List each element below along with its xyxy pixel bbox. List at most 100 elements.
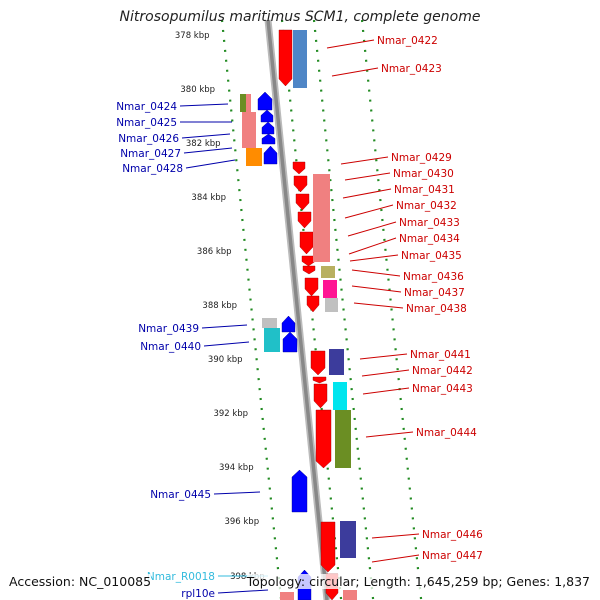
forward-gene-arrow <box>313 383 328 409</box>
forward-gene-arrow <box>306 295 320 313</box>
reverse-gene-arrow <box>263 145 278 165</box>
forward-label-leader <box>351 269 401 277</box>
reverse-gene-label: Nmar_0425 <box>116 117 177 129</box>
forward-label-leader <box>344 172 391 181</box>
forward-gene-label: Nmar_0447 <box>422 550 483 562</box>
forward-label-leader <box>349 254 399 262</box>
reverse-domain-bar <box>240 94 246 112</box>
forward-domain-bar <box>293 30 307 88</box>
forward-gene-label: Nmar_0422 <box>377 35 438 47</box>
scale-tick-label: 384 kbp <box>191 193 226 203</box>
forward-gene-arrow <box>295 193 310 211</box>
scale-tick-label: 382 kbp <box>186 139 221 149</box>
forward-label-leader <box>365 431 414 438</box>
forward-domain-bar <box>313 174 330 262</box>
reverse-label-leader <box>179 103 229 107</box>
forward-gene-label: Nmar_0437 <box>404 287 465 299</box>
forward-domain-bar <box>335 410 351 468</box>
scale-tick-label: 380 kbp <box>180 85 215 95</box>
forward-gene-label: Nmar_0435 <box>401 250 462 262</box>
forward-label-leader <box>371 554 420 563</box>
scale-dotted-line <box>220 19 283 600</box>
forward-gene-arrow <box>304 277 319 297</box>
forward-label-leader <box>342 188 392 199</box>
reverse-gene-arrow <box>291 469 308 513</box>
reverse-domain-bar <box>262 318 277 328</box>
reverse-domain-bar <box>280 592 294 600</box>
reverse-label-leader <box>201 324 248 329</box>
forward-gene-arrow <box>312 376 327 384</box>
reverse-gene-arrow <box>257 91 273 111</box>
forward-gene-label: Nmar_0433 <box>399 217 460 229</box>
reverse-label-leader <box>217 589 269 594</box>
forward-gene-arrow <box>315 409 332 469</box>
forward-gene-arrow <box>278 29 293 87</box>
forward-label-leader <box>326 39 375 49</box>
reverse-gene-arrow <box>281 315 296 333</box>
forward-gene-label: Nmar_0443 <box>412 383 473 395</box>
forward-gene-label: Nmar_0432 <box>396 200 457 212</box>
scale-tick-label: 396 kbp <box>224 517 259 527</box>
reverse-domain-bar <box>246 94 251 112</box>
page-title: Nitrosopumilus maritimus SCM1, complete … <box>119 9 481 25</box>
forward-label-leader <box>347 221 397 237</box>
forward-gene-label: Nmar_0431 <box>394 184 455 196</box>
forward-gene-label: Nmar_0444 <box>416 427 477 439</box>
forward-gene-label: Nmar_0429 <box>391 152 452 164</box>
forward-label-leader <box>353 302 404 309</box>
forward-label-leader <box>344 204 394 219</box>
forward-gene-label: Nmar_0438 <box>406 303 467 315</box>
reverse-gene-arrow <box>260 109 274 123</box>
reverse-gene-label: Nmar_0424 <box>116 101 177 113</box>
reverse-label-leader <box>213 491 261 495</box>
reverse-gene-label: Nmar_0428 <box>122 163 183 175</box>
forward-label-leader <box>359 353 408 360</box>
scale-tick-label: 394 kbp <box>219 463 254 473</box>
scale-tick-label: 392 kbp <box>213 409 248 419</box>
reverse-label-leader <box>181 133 231 139</box>
forward-label-leader <box>371 533 420 539</box>
forward-domain-bar <box>333 382 347 410</box>
reverse-gene-label: Nmar_0427 <box>120 148 181 160</box>
reverse-domain-bar <box>246 148 262 166</box>
forward-label-leader <box>362 387 410 395</box>
forward-domain-bar <box>323 280 337 298</box>
forward-gene-label: Nmar_0423 <box>381 63 442 75</box>
forward-domain-bar <box>343 590 357 600</box>
reverse-gene-arrow <box>261 133 276 145</box>
forward-gene-label: Nmar_0446 <box>422 529 483 541</box>
backbone <box>266 19 329 600</box>
forward-gene-label: Nmar_0430 <box>393 168 454 180</box>
forward-gene-arrow <box>297 211 312 229</box>
forward-gene-label: Nmar_0441 <box>410 349 471 361</box>
forward-domain-bar <box>340 521 356 558</box>
reverse-gene-label: Nmar_0426 <box>118 133 179 145</box>
reverse-domain-bar <box>264 328 280 352</box>
forward-gene-arrow <box>292 161 306 175</box>
reverse-gene-label: Nmar_R0018 <box>147 571 215 583</box>
scale-tick-label: 390 kbp <box>208 355 243 365</box>
scale-dotted-line <box>312 19 375 600</box>
forward-gene-arrow <box>299 231 314 255</box>
accession-text: Accession: NC_010085 <box>9 574 152 589</box>
forward-label-leader <box>361 369 410 377</box>
forward-domain-bar <box>325 298 338 312</box>
forward-domain-bar <box>321 266 335 278</box>
scale-tick-label: 386 kbp <box>197 247 232 257</box>
forward-label-leader <box>348 237 397 255</box>
forward-label-leader <box>340 156 389 165</box>
forward-gene-arrow <box>320 521 336 573</box>
forward-gene-arrow <box>310 350 326 376</box>
reverse-gene-label: Nmar_0445 <box>150 489 211 501</box>
reverse-domain-bar <box>242 112 256 148</box>
reverse-gene-label: Nmar_0439 <box>138 323 199 335</box>
scale-tick-label: 388 kbp <box>202 301 237 311</box>
reverse-label-leader <box>185 159 236 169</box>
forward-gene-arrow <box>302 265 316 275</box>
reverse-label-leader <box>183 147 233 154</box>
forward-gene-label: Nmar_0434 <box>399 233 460 245</box>
scale-dotted-line <box>360 19 423 600</box>
reverse-gene-arrow <box>282 331 298 353</box>
reverse-label-leader <box>203 341 250 347</box>
